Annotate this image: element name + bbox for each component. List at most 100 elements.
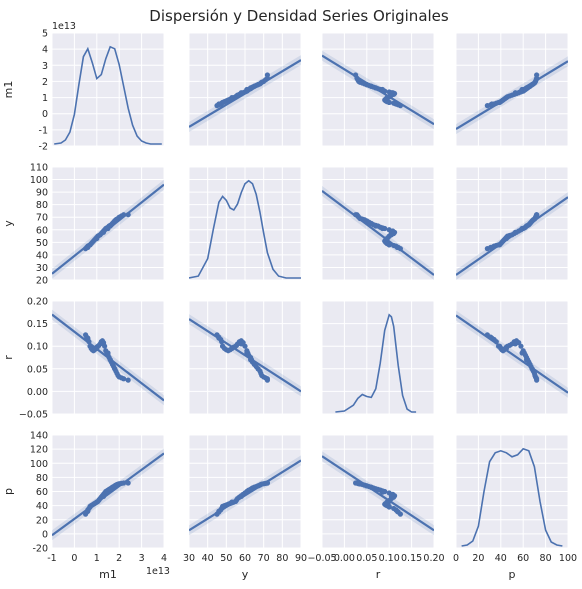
y-tick-label: 3	[42, 61, 48, 72]
data-point	[94, 499, 100, 505]
x-tick-label: −0.05	[307, 553, 336, 564]
y-tick-label: 70	[36, 213, 48, 224]
panel-y-vs-p	[455, 166, 569, 281]
x-axis-label-r: r	[376, 568, 381, 581]
data-point	[497, 242, 503, 248]
data-point	[107, 357, 113, 363]
panel-m1-vs-p	[455, 32, 569, 147]
regression-line	[322, 189, 434, 276]
y-tick-label: -2	[39, 142, 48, 153]
data-point	[219, 339, 225, 345]
data-point	[503, 94, 509, 101]
y-tick-label: 0.10	[27, 342, 48, 353]
data-point	[105, 350, 111, 356]
data-point	[379, 489, 386, 495]
y-tick-label: 20	[36, 515, 48, 526]
x-tick-label: 60	[517, 553, 529, 564]
data-point	[353, 72, 359, 78]
y-axis-label-p: p	[2, 488, 15, 495]
data-point	[529, 82, 535, 88]
panel-y-vs-r	[321, 166, 435, 281]
data-point	[100, 493, 107, 500]
panel-m1-vs-r	[321, 32, 435, 147]
x-tick-label: 70	[258, 553, 270, 564]
x-tick-label: 0	[71, 553, 77, 564]
x-tick-label: 0	[453, 553, 459, 564]
data-point	[85, 335, 91, 341]
x-tick-label: 60	[239, 553, 251, 564]
data-point	[121, 376, 127, 382]
data-point	[264, 377, 270, 383]
x-axis-label-m1: m1	[99, 568, 117, 581]
panel-p-vs-r: −0.050.00 0.05 0.10 0.15 0.20 r	[307, 434, 445, 581]
kde-curve-y	[189, 179, 301, 279]
data-point	[364, 218, 370, 224]
y-tick-label: -1	[39, 125, 48, 136]
data-point	[125, 377, 131, 383]
data-point	[238, 493, 244, 500]
data-point	[394, 244, 400, 250]
data-point	[512, 341, 518, 347]
chart-title: Dispersión y Densidad Series Originales	[149, 7, 449, 25]
y-axis-label-m1: m1	[2, 81, 15, 99]
y-tick-label: 60	[36, 225, 48, 236]
x-tick-label: 0.10	[379, 553, 400, 564]
x-tick-label: 80	[276, 553, 288, 564]
y-tick-label: 30	[36, 263, 48, 274]
x-tick-label: 0.00	[334, 553, 355, 564]
data-point	[242, 343, 248, 349]
panel-r-vs-p	[455, 300, 569, 415]
panel-content	[52, 179, 164, 279]
data-point	[489, 244, 495, 250]
data-point	[125, 212, 131, 218]
x-axis-label-y: y	[242, 568, 249, 581]
data-point	[121, 480, 127, 486]
y-tick-label: 2	[42, 77, 48, 88]
x-axis-label-p: p	[509, 568, 516, 581]
y-tick-label: 80	[36, 200, 48, 211]
data-point	[251, 361, 257, 367]
panel-content	[189, 314, 301, 397]
data-point	[386, 242, 392, 248]
data-point	[373, 486, 379, 492]
y-tick-label: 100	[30, 175, 48, 186]
panel-content	[456, 310, 568, 398]
data-point	[220, 503, 226, 509]
data-point	[112, 483, 118, 489]
y-tick-label: 0	[42, 109, 48, 120]
data-point	[379, 225, 386, 232]
y-tick-label: 40	[36, 250, 48, 261]
data-point	[109, 361, 116, 367]
data-point	[220, 99, 226, 106]
data-point	[527, 361, 533, 367]
data-point	[229, 94, 235, 101]
kde-curve-m1	[54, 45, 162, 145]
data-point	[238, 341, 244, 347]
panel-content	[456, 56, 568, 135]
data-point	[534, 377, 540, 383]
data-point	[384, 499, 390, 505]
y-tick-label: 140	[30, 431, 48, 442]
x-tick-label: 30	[183, 553, 195, 564]
x-offset-label: 1e13	[146, 566, 170, 577]
x-tick-label: 100	[559, 553, 577, 564]
panel-content	[461, 447, 563, 547]
regression-line	[456, 314, 568, 394]
panel-content	[335, 313, 417, 413]
data-point	[388, 493, 395, 500]
y-tick-label: 40	[36, 501, 48, 512]
data-point	[497, 343, 503, 349]
data-point	[364, 483, 370, 489]
y-tick-label: 80	[36, 473, 48, 484]
data-point	[388, 229, 395, 235]
data-point	[368, 220, 374, 227]
y-tick-label: 20	[36, 276, 48, 287]
y-tick-label: 5	[42, 29, 48, 40]
y-tick-label: 90	[36, 188, 48, 199]
x-tick-label: 20	[472, 553, 484, 564]
x-tick-label: 90	[295, 553, 307, 564]
x-tick-label: -1	[47, 553, 56, 564]
data-point	[94, 345, 100, 352]
data-point	[121, 212, 127, 218]
